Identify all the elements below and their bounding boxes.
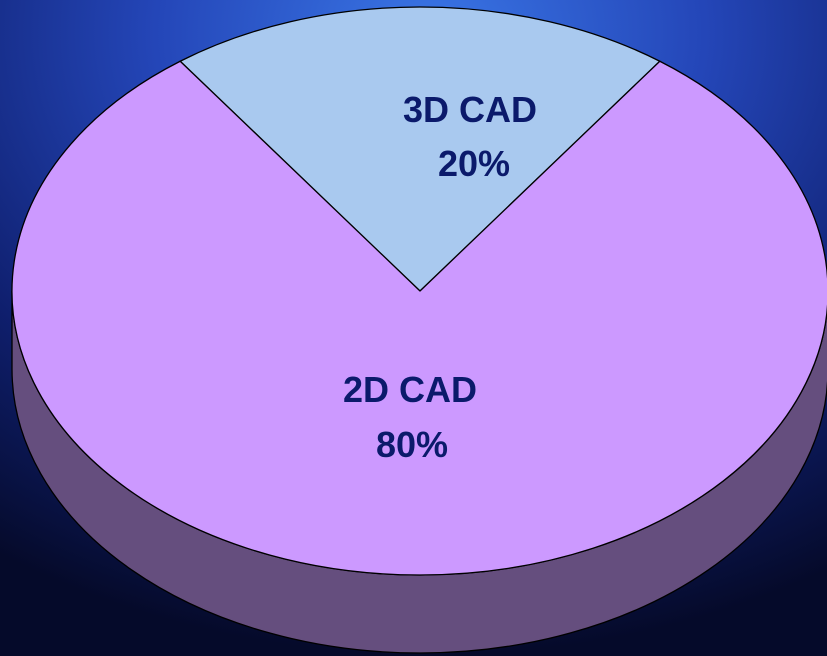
slice-label-3d-cad-category: 3D CAD [403,89,537,130]
pie-labels: 3D CAD 20% 2D CAD 80% [343,89,537,465]
pie-slice-3d-cad [179,6,661,292]
slice-label-2d-cad-category: 2D CAD [343,369,477,410]
slice-label-3d-cad-value: 20% [438,143,510,184]
slice-label-2d-cad-value: 80% [376,424,448,465]
pie-slices [11,6,827,654]
pie-slice-2d-cad [11,60,827,576]
